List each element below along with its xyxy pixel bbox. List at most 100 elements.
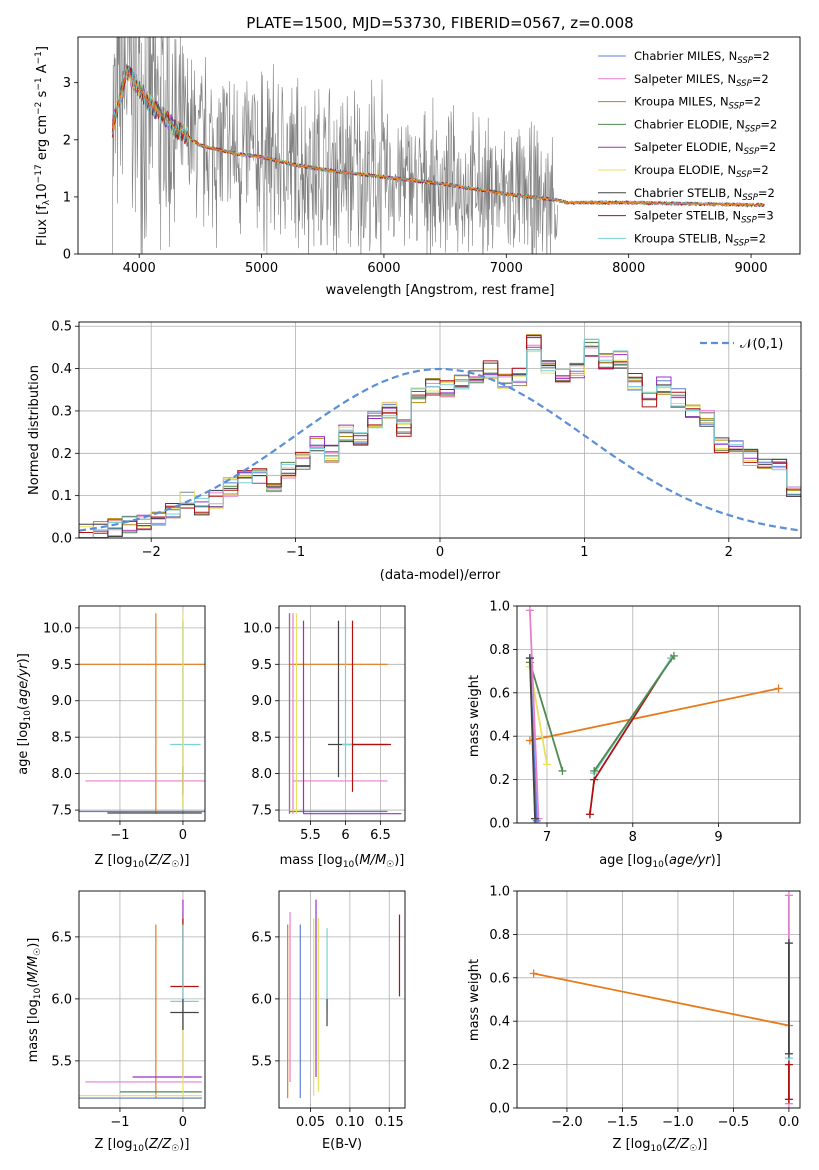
plot-area xyxy=(111,37,765,254)
x-tick-label: 6000 xyxy=(367,261,400,276)
axes-frame xyxy=(78,605,206,822)
y-tick-label: 5.5 xyxy=(51,1054,72,1069)
x-tick-label: 9 xyxy=(714,830,722,845)
y-tick-label: 0.1 xyxy=(51,489,72,504)
y-tick-label: 0 xyxy=(63,248,71,263)
panel-age-vs-mass: 5.5 6 6.5 7.5 8.0 8.5 9.0 9.5 10.0 mass [log10(M/… xyxy=(243,605,406,870)
y-tick-label: 0.2 xyxy=(51,447,72,462)
y-tick-label: 0.3 xyxy=(51,404,72,419)
grid xyxy=(79,891,205,1108)
y-tick-label: 0.0 xyxy=(489,817,510,832)
x-axis-label: mass [log10(M/M☉)] xyxy=(280,853,405,870)
x-tick-label: 5.5 xyxy=(300,828,321,843)
plot-area xyxy=(525,606,783,823)
y-axis-label: mass [log10(M/M☉)] xyxy=(26,938,43,1063)
y-tick-label: 0.6 xyxy=(489,686,510,701)
x-axis-label: age [log10(age/yr)] xyxy=(599,853,721,870)
grid xyxy=(79,606,205,821)
x-tick-label: 0.0 xyxy=(779,1115,800,1130)
y-tick-label: 10.0 xyxy=(243,621,272,636)
weight-line xyxy=(529,610,540,819)
panel-weight-vs-Z: −2.0 −1.5 −1.0 −0.5 0.0 0.0 0.2 0.4 0.6 0.8 1.0 Z [… xyxy=(467,885,801,1154)
panel-age-vs-Z: −1 0 7.5 8.0 8.5 9.0 9.5 10.0 Z [log10(Z/Z☉)] age… xyxy=(16,605,206,870)
y-tick-label: 7.5 xyxy=(251,804,272,819)
weight-line xyxy=(593,655,675,772)
legend-entry: Salpeter STELIB, NSSP=3 xyxy=(634,209,774,226)
y-tick-label: 0.6 xyxy=(489,971,510,986)
grid xyxy=(279,606,405,821)
plot-area xyxy=(79,613,205,814)
x-tick-label: −1 xyxy=(110,1115,129,1130)
axes-frame xyxy=(78,890,206,1109)
y-tick-label: 6.5 xyxy=(251,930,272,945)
x-tick-label: 4000 xyxy=(123,261,156,276)
y-axis-label: mass weight xyxy=(467,675,482,757)
y-tick-label: 8.0 xyxy=(251,767,272,782)
legend-entry: Chabrier STELIB, NSSP=2 xyxy=(634,186,775,203)
y-tick-label: 0.0 xyxy=(489,1102,510,1117)
x-axis-label: Z [log10(Z/Z☉)] xyxy=(613,1137,708,1154)
x-tick-label: −1 xyxy=(110,828,129,843)
weight-line xyxy=(529,687,779,742)
x-tick-label: 7000 xyxy=(490,261,523,276)
axes-frame xyxy=(516,890,801,1109)
plot-area xyxy=(287,899,401,1099)
x-tick-label: 8000 xyxy=(612,261,645,276)
plot-area xyxy=(288,613,402,815)
legend-entry: Kroupa ELODIE, NSSP=2 xyxy=(634,163,769,180)
x-axis-label: wavelength [Angstrom, rest frame] xyxy=(326,283,555,298)
y-tick-label: 8.0 xyxy=(51,767,72,782)
legend-entry: Kroupa MILES, NSSP=2 xyxy=(634,95,761,112)
y-tick-label: 2 xyxy=(63,133,71,148)
x-tick-label: 9000 xyxy=(735,261,768,276)
x-axis-label: Z [log10(Z/Z☉)] xyxy=(95,853,190,870)
x-tick-label: −0.5 xyxy=(718,1115,750,1130)
y-tick-label: 9.0 xyxy=(251,694,272,709)
y-tick-label: 0.8 xyxy=(489,928,510,943)
legend-entry: Chabrier ELODIE, NSSP=2 xyxy=(634,117,777,134)
x-tick-label: 5000 xyxy=(245,261,278,276)
y-tick-label: 9.0 xyxy=(51,694,72,709)
x-tick-label: 7 xyxy=(543,830,551,845)
axes-frame xyxy=(278,890,406,1109)
x-tick-label: 0 xyxy=(436,545,444,560)
axes-frame xyxy=(78,321,802,539)
x-tick-label: −1.0 xyxy=(662,1115,694,1130)
weight-line xyxy=(533,972,790,1027)
y-axis-label: age [log10(age/yr)] xyxy=(16,653,33,775)
legend-entry: Kroupa STELIB, NSSP=2 xyxy=(634,231,766,248)
legend-entry: Salpeter MILES, NSSP=2 xyxy=(634,72,769,89)
x-tick-label: 0 xyxy=(179,1115,187,1130)
weight-line xyxy=(529,658,536,819)
axes-frame xyxy=(77,36,801,255)
x-tick-label: 0.15 xyxy=(375,1115,404,1130)
x-tick-label: 6.5 xyxy=(370,828,391,843)
y-tick-label: 7.5 xyxy=(51,804,72,819)
y-tick-label: 1.0 xyxy=(489,885,510,900)
weight-line xyxy=(529,662,564,772)
axes-frame xyxy=(278,605,406,822)
histogram-step xyxy=(79,344,801,538)
plot-area xyxy=(529,891,793,1108)
y-tick-label: 3 xyxy=(63,76,71,91)
panel-mass-vs-ebv: 0.05 0.10 0.15 5.5 6.0 6.5 E(B-V) xyxy=(251,890,406,1152)
plot-area xyxy=(79,334,801,538)
histogram-step xyxy=(79,338,801,538)
y-tick-label: 9.5 xyxy=(251,658,272,673)
y-tick-label: 0.4 xyxy=(489,730,510,745)
x-tick-label: −1.5 xyxy=(607,1115,639,1130)
y-axis-label: Normed distribution xyxy=(27,365,42,495)
y-tick-label: 0.2 xyxy=(489,1058,510,1073)
x-axis-label: Z [log10(Z/Z☉)] xyxy=(95,1137,190,1154)
y-tick-label: 0.8 xyxy=(489,643,510,658)
x-tick-label: 0.05 xyxy=(296,1115,325,1130)
x-axis-label: E(B-V) xyxy=(322,1137,362,1152)
x-tick-label: 1 xyxy=(580,545,588,560)
x-tick-label: 8 xyxy=(629,830,637,845)
panel-weight-vs-age: 7 8 9 0.0 0.2 0.4 0.6 0.8 1.0 age [log10(age/yr)]… xyxy=(467,600,801,870)
panel-mass-vs-Z: −1 0 5.5 6.0 6.5 Z [log10(Z/Z☉)] mass [log10(M… xyxy=(26,890,206,1154)
x-tick-label: −1 xyxy=(286,545,305,560)
y-tick-label: 0.2 xyxy=(489,773,510,788)
grid xyxy=(79,322,801,539)
